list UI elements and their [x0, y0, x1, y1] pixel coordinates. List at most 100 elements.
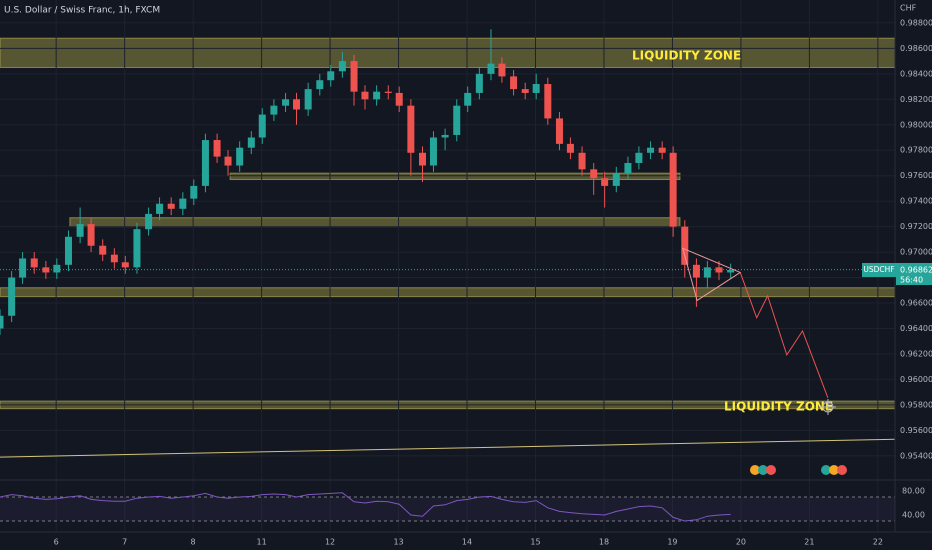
candle-body [612, 173, 620, 186]
candle-body [156, 203, 164, 214]
candle-body [635, 152, 643, 163]
symbol-tag [862, 263, 896, 277]
x-tick-label: 12 [325, 538, 335, 547]
target-icon [820, 399, 836, 415]
candle-body [544, 84, 552, 119]
rsi-line [0, 492, 731, 522]
candle-body [727, 269, 735, 273]
zone [69, 217, 681, 228]
x-tick-label: 8 [191, 538, 196, 547]
candle-body [532, 84, 540, 93]
y-axis-label: CHF [900, 4, 917, 13]
candle-body [464, 92, 472, 106]
candle-body [441, 134, 449, 138]
x-tick-label: 20 [736, 538, 746, 547]
candle-body [669, 152, 677, 227]
y-tick-label: 0.98000 [900, 120, 932, 129]
zone-label: LIQUIDITY ZONE [632, 49, 741, 63]
candle-body [293, 99, 301, 110]
y-tick-label: 0.97000 [900, 248, 932, 257]
candle-body [201, 140, 209, 186]
candle-body [498, 63, 506, 77]
x-tick-label: 22 [873, 538, 883, 547]
y-tick-label: 0.97200 [900, 222, 932, 231]
candle-body [64, 236, 72, 265]
price-tag [896, 263, 932, 285]
candle-body [658, 147, 666, 153]
candle-body [190, 185, 198, 199]
x-tick-label: 13 [393, 538, 403, 547]
candle-body [236, 147, 244, 166]
candle-body [487, 63, 495, 74]
candle-body [373, 91, 381, 100]
candle-body [30, 258, 38, 268]
y-tick-label: 0.97800 [900, 146, 932, 155]
candle-body [224, 156, 232, 166]
candle-body [282, 99, 290, 106]
candle-body [247, 137, 255, 148]
y-tick-label: 0.98600 [900, 44, 932, 53]
trendline [0, 438, 896, 458]
zone [0, 287, 896, 298]
candle-body [419, 152, 427, 166]
zone [229, 172, 681, 181]
candle-body [76, 224, 84, 237]
x-tick-label: 7 [122, 538, 127, 547]
candle-body [304, 89, 312, 110]
candle-body [429, 137, 437, 166]
x-tick-label: 21 [804, 538, 814, 547]
candle-body [578, 152, 586, 170]
candle-body [715, 267, 723, 273]
candle-body [624, 162, 632, 174]
candle-body [213, 140, 221, 157]
candle-body [42, 267, 50, 273]
candle-body [179, 198, 187, 209]
candle-body [258, 114, 266, 138]
candle-body [19, 258, 27, 278]
x-tick-label: 6 [54, 538, 59, 547]
candle-body [453, 105, 461, 135]
candle-body [647, 147, 655, 153]
rsi-tick-label: 80.00 [902, 487, 925, 496]
symbol-label: USDCHF [863, 265, 894, 274]
candle-body [110, 254, 118, 263]
candle-body [0, 315, 4, 329]
triangle-pattern [681, 247, 742, 302]
y-tick-label: 0.98400 [900, 69, 932, 78]
candle-body [270, 105, 278, 115]
candle-body [338, 61, 346, 72]
rsi-tick-label: 40.00 [902, 511, 925, 520]
x-tick-label: 14 [462, 538, 472, 547]
x-tick-label: 11 [256, 538, 266, 547]
candle-body [316, 80, 324, 90]
candle-body [521, 89, 529, 93]
x-tick-label: 15 [530, 538, 540, 547]
candle-body [87, 224, 95, 246]
candle-body [590, 169, 598, 179]
candle-body [681, 226, 689, 265]
y-tick-label: 0.96200 [900, 349, 932, 358]
zone-label: LIQUIDITY ZONE [724, 400, 833, 414]
candle-body [361, 91, 369, 100]
y-tick-label: 0.96600 [900, 299, 932, 308]
projection-path [739, 272, 829, 399]
candle-body [703, 267, 711, 278]
y-tick-label: 0.95600 [900, 426, 932, 435]
rsi-band [0, 497, 895, 521]
y-tick-label: 0.97600 [900, 171, 932, 180]
last-price-label: 0.96862 [900, 266, 932, 275]
x-tick-label: 18 [599, 538, 609, 547]
y-tick-label: 0.96000 [900, 375, 932, 384]
y-tick-label: 0.98200 [900, 95, 932, 104]
candle-body [121, 262, 129, 268]
candle-body [384, 91, 392, 93]
candle-body [407, 105, 415, 153]
candle-body [53, 264, 61, 273]
candle-body [167, 203, 175, 209]
candle-body [327, 71, 335, 81]
y-tick-label: 0.96400 [900, 324, 932, 333]
candle-body [8, 277, 16, 316]
y-tick-label: 0.95800 [900, 400, 932, 409]
